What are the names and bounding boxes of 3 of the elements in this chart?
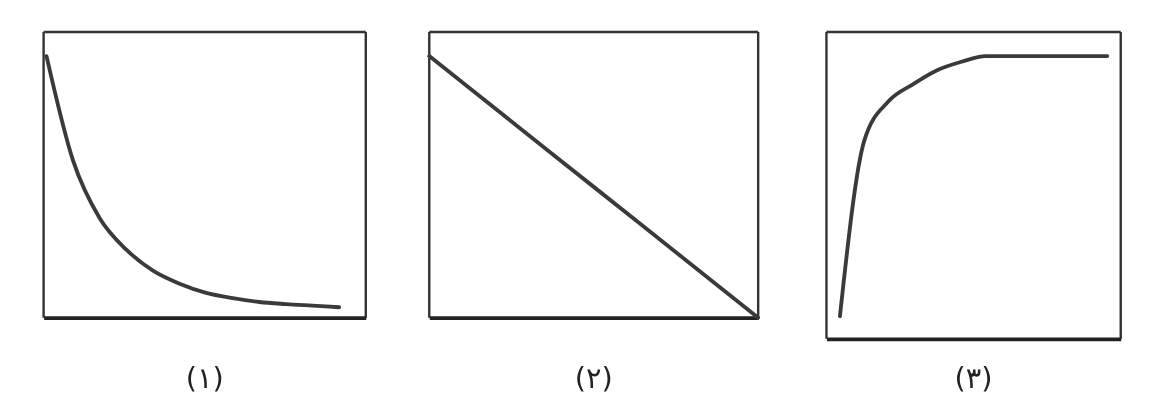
x-axis-title: (٣)	[954, 360, 993, 395]
x-axis-title: (١)	[185, 360, 224, 395]
x-axis-title: (٢)	[574, 360, 613, 395]
